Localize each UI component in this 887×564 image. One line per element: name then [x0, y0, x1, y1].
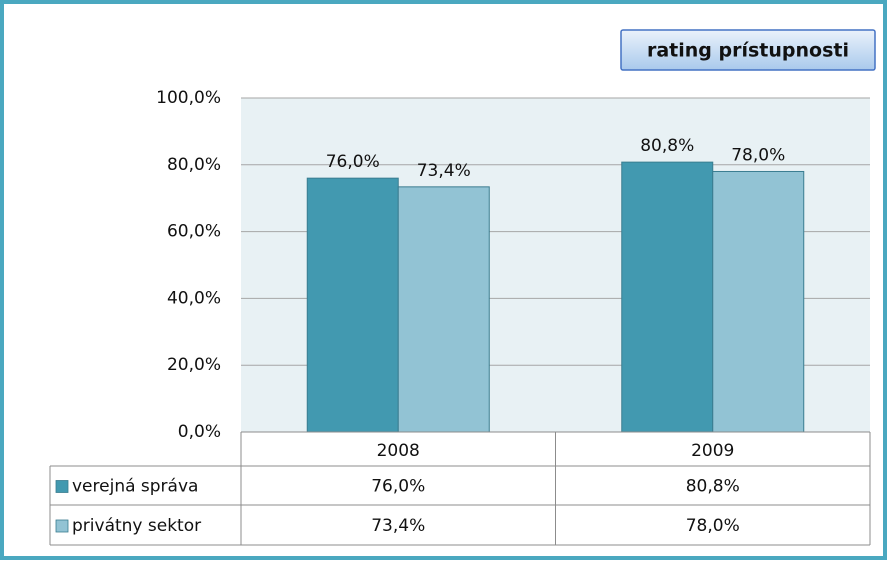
y-tick-label: 60,0%	[167, 222, 221, 242]
table-cell: 78,0%	[686, 516, 740, 536]
title-box	[620, 29, 876, 71]
table-cell: 73,4%	[371, 516, 425, 536]
y-tick-label: 100,0%	[156, 88, 221, 108]
table-cell: 80,8%	[686, 477, 740, 497]
bar	[306, 177, 399, 433]
chart-title: rating prístupnosti	[647, 40, 849, 62]
y-tick-label: 0,0%	[178, 422, 221, 442]
bar	[397, 186, 490, 433]
data-label: 80,8%	[640, 136, 694, 156]
legend-swatch	[55, 519, 69, 533]
y-tick-label: 80,0%	[167, 155, 221, 175]
bar	[712, 170, 805, 433]
legend-swatch	[55, 480, 69, 493]
legend-label: privátny sektor	[72, 516, 201, 536]
data-label: 78,0%	[731, 145, 785, 165]
data-label: 76,0%	[326, 152, 380, 172]
x-tick-label: 2009	[691, 441, 734, 461]
legend-label: verejná správa	[72, 477, 198, 497]
table-cell: 76,0%	[371, 477, 425, 497]
bar	[621, 161, 714, 433]
data-label: 73,4%	[417, 161, 471, 181]
y-tick-label: 20,0%	[167, 355, 221, 375]
y-tick-label: 40,0%	[167, 288, 221, 308]
x-tick-label: 2008	[377, 441, 420, 461]
